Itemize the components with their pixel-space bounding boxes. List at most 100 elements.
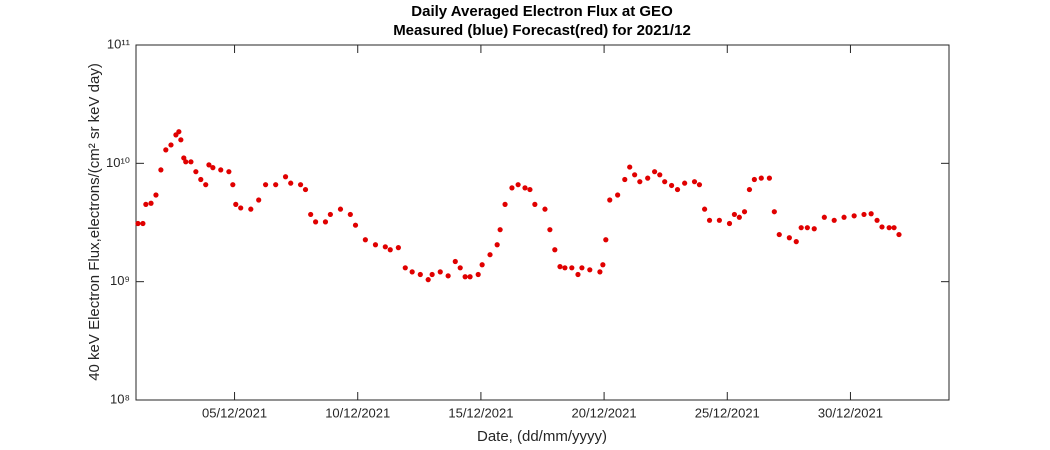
data-point [793, 239, 799, 245]
data-point [467, 274, 473, 280]
data-point [282, 174, 289, 180]
data-point [181, 155, 187, 161]
data-point [402, 265, 408, 271]
data-point [841, 214, 847, 220]
y-tick-label: 10¹¹ [107, 36, 131, 51]
data-point [140, 220, 146, 227]
data-point [861, 211, 867, 218]
data-point [233, 201, 239, 207]
data-point [502, 201, 508, 207]
data-point [188, 159, 194, 165]
data-point [262, 182, 269, 188]
data-point [798, 225, 804, 231]
data-point [437, 269, 443, 275]
data-point [587, 267, 593, 273]
data-point [297, 182, 304, 188]
x-tick-label: 30/12/2021 [818, 405, 883, 420]
x-axis-label: Date, (dd/mm/yyyy) [477, 428, 607, 445]
data-point [682, 180, 688, 186]
data-point [178, 137, 184, 143]
data-point [600, 262, 606, 268]
data-point [210, 165, 216, 171]
data-point [218, 167, 224, 173]
data-point [547, 227, 553, 233]
data-point [657, 172, 663, 178]
data-point [651, 169, 658, 175]
data-point [230, 182, 236, 188]
data-point [497, 227, 503, 233]
data-point [515, 182, 521, 188]
x-tick-label: 10/12/2021 [325, 405, 390, 420]
data-point [203, 182, 209, 188]
data-point [868, 211, 874, 217]
data-point [387, 247, 393, 253]
data-point [607, 197, 613, 203]
data-point [632, 172, 638, 178]
data-point [352, 222, 359, 228]
data-point [821, 214, 827, 220]
data-point [148, 200, 154, 206]
data-point [758, 175, 764, 181]
data-point [487, 252, 493, 258]
data-point [668, 182, 675, 189]
data-point [741, 209, 748, 215]
data-point [347, 211, 353, 218]
data-point [417, 271, 423, 278]
data-point [462, 274, 468, 280]
data-point [198, 176, 204, 183]
data-point [627, 164, 633, 170]
data-point [886, 225, 892, 231]
data-point [322, 219, 329, 225]
data-point [851, 213, 857, 219]
data-point [811, 226, 817, 232]
data-point [226, 169, 232, 175]
data-point [751, 176, 757, 183]
chart-subtitle: Measured (blue) Forecast(red) for 2021/1… [393, 22, 691, 39]
data-point [143, 201, 149, 207]
data-point [532, 201, 538, 207]
data-point [662, 179, 668, 185]
y-tick-label: 10¹⁰ [106, 155, 130, 170]
data-point [637, 179, 643, 185]
data-point [206, 162, 212, 168]
data-point [527, 186, 533, 193]
data-point [603, 237, 609, 243]
data-point [327, 211, 333, 218]
data-point [731, 211, 738, 218]
data-point [891, 225, 897, 231]
data-point [158, 167, 164, 173]
data-point [372, 242, 379, 248]
data-point [776, 231, 782, 238]
data-point [176, 129, 182, 135]
data-point [622, 176, 628, 183]
data-point [452, 258, 458, 265]
data-point [288, 180, 294, 186]
data-point [494, 242, 500, 248]
data-point [337, 206, 344, 212]
data-point [522, 185, 528, 191]
data-point [135, 220, 141, 227]
data-point [771, 209, 777, 215]
data-point [542, 206, 548, 212]
data-point [168, 142, 174, 148]
data-point [552, 247, 558, 253]
data-point [409, 269, 415, 275]
x-tick-label: 25/12/2021 [695, 405, 760, 420]
data-point [691, 179, 698, 185]
data-point [475, 271, 481, 278]
data-point [312, 219, 319, 225]
data-point [766, 175, 773, 181]
data-point [575, 271, 581, 278]
data-point [256, 197, 262, 203]
data-point [615, 192, 621, 198]
data-point [479, 262, 485, 268]
data-point [382, 244, 388, 250]
data-point [674, 186, 681, 193]
chart-title: Daily Averaged Electron Flux at GEO [411, 3, 673, 20]
data-point [874, 217, 880, 223]
data-point [562, 265, 568, 271]
data-point [706, 217, 713, 223]
